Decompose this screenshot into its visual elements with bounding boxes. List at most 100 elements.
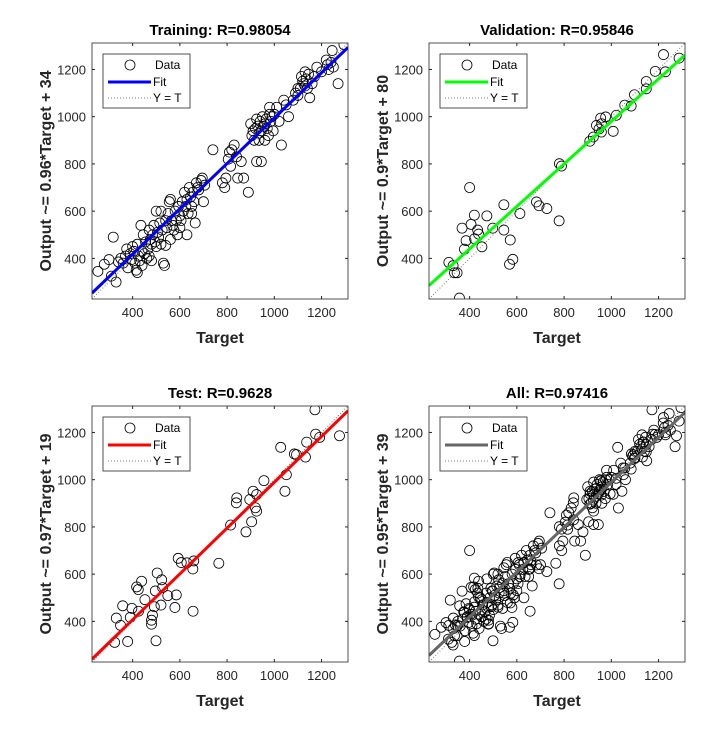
data-point: [264, 101, 275, 113]
data-point: [303, 68, 314, 80]
data-point: [612, 441, 624, 453]
data-point: [485, 601, 497, 613]
data-point: [186, 208, 198, 219]
data-point: [512, 557, 524, 568]
y-tick-label: 600: [401, 567, 423, 582]
data-point: [314, 432, 326, 443]
legend-label: Data: [155, 421, 181, 435]
data-point: [464, 604, 476, 615]
fit-line: [92, 46, 348, 295]
subplot-title: All: R=0.97416: [506, 385, 608, 402]
data-point: [126, 602, 138, 614]
data-point: [235, 156, 247, 167]
data-point: [658, 49, 669, 60]
legend-data-marker: [461, 59, 473, 71]
data-point: [165, 193, 176, 205]
data-point: [325, 56, 337, 68]
data-point: [316, 66, 327, 78]
y-tick-label: 1200: [394, 62, 423, 77]
y-tick-label: 800: [64, 157, 86, 172]
data-point: [276, 139, 287, 151]
data-point: [146, 618, 157, 630]
legend-label: Data: [492, 58, 518, 72]
legend-label: Fit: [153, 75, 167, 89]
axes-box: [91, 405, 349, 663]
data-point: [273, 116, 285, 127]
data-point: [456, 585, 468, 597]
data-point: [567, 497, 579, 509]
data-point: [188, 555, 200, 567]
data-point: [251, 505, 263, 517]
data-point: [671, 430, 682, 442]
data-point: [553, 578, 565, 590]
data-point: [493, 574, 505, 586]
data-point: [569, 535, 581, 547]
data-point: [518, 592, 530, 604]
data-point: [253, 134, 265, 146]
x-tick-label: 600: [506, 305, 528, 320]
data-point: [230, 497, 242, 509]
data-point: [592, 519, 604, 530]
x-tick-label: 1000: [597, 668, 626, 683]
data-point: [469, 596, 480, 608]
data-point: [675, 406, 685, 414]
data-point: [259, 134, 271, 146]
data-point: [651, 432, 663, 443]
data-point: [299, 66, 311, 78]
data-point: [459, 636, 471, 647]
data-point: [583, 516, 595, 528]
data-point: [541, 566, 553, 577]
data-point: [533, 563, 545, 575]
x-tick-label: 1200: [644, 305, 673, 320]
data-point: [593, 486, 605, 498]
data-point: [518, 557, 530, 569]
data-point: [619, 462, 631, 474]
data-point: [556, 523, 567, 535]
data-point: [640, 83, 652, 95]
data-point: [461, 611, 473, 623]
data-point: [175, 557, 187, 568]
data-point: [163, 196, 175, 208]
data-point: [198, 196, 209, 208]
data-point: [577, 526, 589, 538]
data-point: [514, 208, 526, 219]
subplot-title: Validation: R=0.95846: [480, 22, 634, 39]
data-point: [148, 219, 160, 231]
data-point: [144, 234, 156, 245]
data-point: [326, 45, 338, 56]
data-point: [146, 614, 157, 626]
data-point: [267, 125, 279, 137]
y-tick-label: 1200: [57, 62, 86, 77]
data-point: [225, 519, 237, 531]
data-point: [483, 618, 494, 630]
y-tick-label: 400: [64, 614, 86, 629]
data-point: [524, 605, 536, 617]
data-point: [646, 406, 658, 416]
data-point: [257, 111, 268, 123]
data-point: [165, 234, 176, 245]
data-point: [140, 236, 152, 248]
data-point: [115, 252, 127, 264]
data-point: [449, 267, 460, 279]
data-point: [255, 156, 267, 167]
x-tick-label: 800: [216, 305, 238, 320]
data-point: [506, 602, 518, 613]
test-subplot: 400 600 800 1000 1200 400 600 800 1000 1200 Test: …: [38, 385, 349, 710]
data-point: [673, 52, 685, 64]
legend-label: Y = T: [153, 454, 182, 468]
fit-line: [429, 411, 685, 657]
data-point: [169, 602, 181, 613]
data-point: [620, 474, 631, 486]
data-point: [484, 592, 496, 604]
data-point: [610, 109, 622, 121]
subplot-title: Test: R=0.9628: [168, 385, 272, 402]
data-point: [533, 200, 545, 212]
x-axis-label: Target: [533, 693, 581, 710]
data-point: [587, 131, 599, 143]
legend-data-marker: [124, 422, 136, 434]
data-point: [213, 557, 225, 569]
data-point: [127, 241, 139, 252]
data-point: [463, 602, 475, 614]
x-tick-label: 1000: [260, 668, 289, 683]
data-point: [131, 581, 143, 593]
